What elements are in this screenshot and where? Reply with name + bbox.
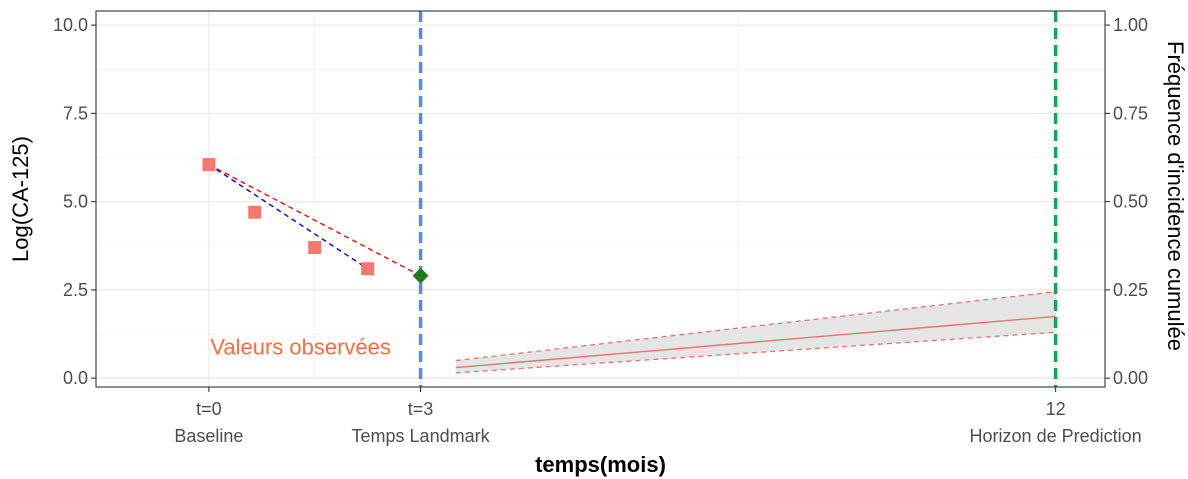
y-tick-label-right: 1.00	[1113, 15, 1148, 35]
vertical-reference-lines	[418, 11, 1058, 387]
x-tick-sublabel: Horizon de Prediction	[970, 426, 1142, 446]
fit-line-blue	[208, 163, 369, 270]
y-axis-left-title: Log(CA-125)	[8, 136, 33, 262]
confidence-band	[455, 291, 1056, 373]
grid-lines	[96, 11, 1105, 387]
right-axis: 0.00 0.25 0.50 0.75 1.00	[1105, 15, 1148, 388]
y-tick-label-right: 0.50	[1113, 192, 1148, 212]
x-tick-label: t=0	[196, 399, 222, 419]
confidence-band-layer	[455, 291, 1056, 374]
observed-points-layer	[202, 158, 429, 284]
x-tick-sublabel: Temps Landmark	[352, 426, 491, 446]
left-axis: 0.0 2.5 5.0 7.5 10.0	[53, 15, 96, 388]
x-tick-label: 12	[1046, 399, 1066, 419]
annotation-observed-values: Valeurs observées	[210, 334, 391, 359]
y-tick-label-right: 0.25	[1113, 280, 1148, 300]
fit-lines-layer	[208, 163, 421, 277]
y-tick-label-left: 5.0	[63, 192, 88, 212]
observed-point	[248, 205, 262, 219]
y-tick-label-right: 0.75	[1113, 103, 1148, 123]
fit-line-red	[208, 163, 421, 277]
y-tick-label-left: 10.0	[53, 15, 88, 35]
incidence-lower-bound	[455, 331, 1056, 374]
incidence-upper-bound	[455, 291, 1056, 362]
y-tick-label-left: 7.5	[63, 103, 88, 123]
y-tick-label-right: 0.00	[1113, 368, 1148, 388]
landmark-point	[412, 267, 429, 284]
observed-point	[202, 158, 216, 172]
plot-border	[95, 10, 1106, 388]
x-tick-label: t=3	[408, 399, 434, 419]
y-tick-label-left: 0.0	[63, 368, 88, 388]
observed-point	[308, 241, 322, 255]
y-tick-label-left: 2.5	[63, 280, 88, 300]
incidence-estimate-line	[455, 315, 1056, 369]
bottom-axis: t=0 Baseline t=3 Temps Landmark 12 Horizon de…	[174, 387, 1142, 446]
x-tick-sublabel: Baseline	[174, 426, 243, 446]
x-axis-title: temps(mois)	[535, 452, 666, 477]
y-axis-right-title: Fréquence d'incidence cumulée	[1163, 41, 1188, 351]
observed-point	[361, 262, 375, 276]
